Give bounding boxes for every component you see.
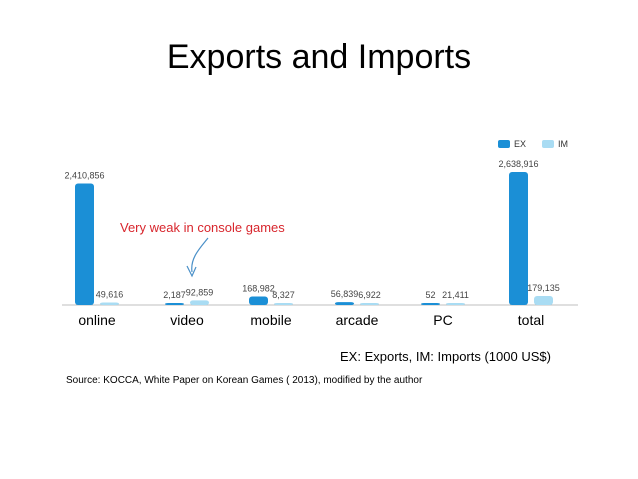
legend-label-ex: EX: [514, 139, 527, 149]
bar-im-video: [190, 300, 209, 305]
bar-im-arcade: [360, 303, 379, 305]
category-label-video: video: [170, 312, 204, 328]
legend-label-im: IM: [558, 139, 568, 149]
category-label-arcade: arcade: [336, 312, 379, 328]
value-label-im-arcade: 6,922: [358, 290, 381, 300]
value-label-im-video: 92,859: [186, 287, 214, 297]
value-label-ex-mobile: 168,982: [242, 283, 275, 293]
value-label-im-pc: 21,411: [442, 290, 469, 300]
annotation-arrow: [191, 237, 209, 273]
legend-swatch-ex: [498, 140, 510, 148]
bar-im-pc: [446, 303, 465, 305]
value-label-ex-pc: 52: [425, 290, 435, 300]
value-label-ex-online: 2,410,856: [64, 170, 104, 180]
category-label-mobile: mobile: [250, 312, 291, 328]
legend-swatch-im: [542, 140, 554, 148]
category-labels-group: online video mobile arcade PC total: [78, 312, 544, 328]
annotation-arrowhead: [186, 265, 197, 278]
bar-ex-mobile: [249, 296, 268, 305]
source-note: Source: KOCCA, White Paper on Korean Gam…: [66, 375, 423, 386]
bar-im-online: [100, 302, 119, 305]
legend-item-im: IM: [542, 139, 568, 149]
value-label-im-mobile: 8,327: [272, 290, 295, 300]
bar-ex-arcade: [335, 302, 354, 305]
annotation-text: Very weak in console games: [120, 220, 285, 235]
bar-im-mobile: [274, 303, 293, 305]
value-label-ex-arcade: 56,839: [331, 289, 359, 299]
bar-ex-total: [509, 172, 528, 305]
value-label-ex-video: 2,187: [163, 290, 186, 300]
bar-im-total: [534, 295, 553, 305]
units-note: EX: Exports, IM: Imports (1000 US$): [340, 349, 551, 364]
bar-ex-video: [165, 303, 184, 305]
bar-ex-online: [75, 183, 94, 305]
bar-ex-pc: [421, 303, 440, 305]
category-label-total: total: [518, 312, 544, 328]
legend-item-ex: EX: [498, 139, 526, 149]
value-label-im-online: 49,616: [96, 289, 124, 299]
bars-group: [75, 172, 553, 305]
category-label-online: online: [78, 312, 116, 328]
category-label-pc: PC: [433, 312, 452, 328]
value-label-im-total: 179,135: [527, 283, 560, 293]
slide-title: Exports and Imports: [166, 38, 472, 76]
value-label-ex-total: 2,638,916: [498, 159, 538, 169]
